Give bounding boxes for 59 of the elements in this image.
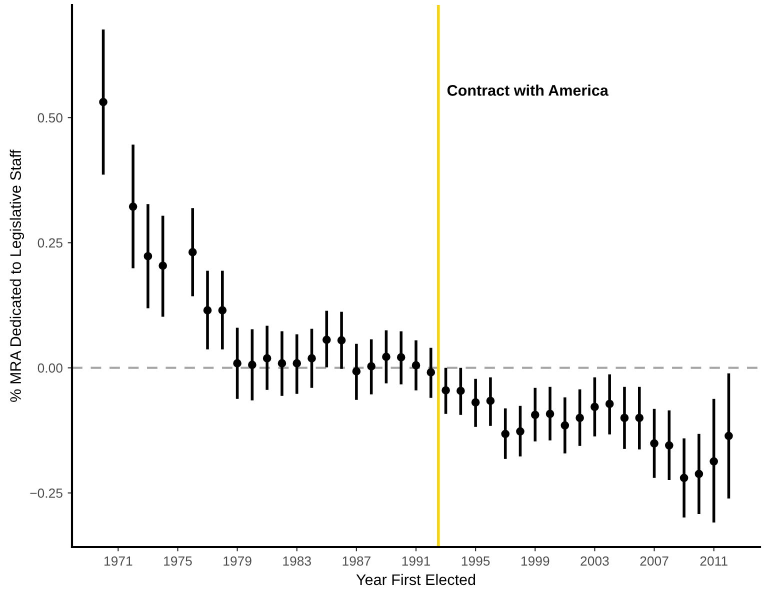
point — [396, 353, 406, 362]
y-tick-label: 0.25 — [38, 238, 62, 248]
x-tick-label: 1971 — [104, 556, 132, 566]
point — [442, 386, 450, 395]
x-tick-label: 1983 — [283, 556, 311, 566]
x-tick-label: 1987 — [342, 556, 370, 566]
point — [158, 262, 168, 270]
point — [620, 414, 629, 422]
x-tick-label: 1999 — [521, 556, 550, 566]
point — [560, 421, 570, 430]
x-tick-label: 1995 — [462, 556, 490, 566]
point — [248, 360, 256, 369]
point — [426, 368, 436, 377]
point — [308, 354, 316, 362]
point — [337, 336, 346, 344]
point — [486, 396, 495, 406]
y-tick-label: 0.50 — [38, 113, 62, 123]
x-tick-label: 1991 — [402, 556, 430, 566]
point — [292, 359, 302, 368]
x-tick-label: 2011 — [700, 556, 728, 566]
point — [233, 359, 242, 368]
point — [412, 361, 420, 370]
point — [694, 470, 704, 478]
point — [710, 457, 718, 466]
point — [516, 427, 524, 436]
point — [382, 352, 390, 361]
point — [590, 402, 599, 412]
point — [99, 98, 108, 106]
point — [352, 367, 361, 376]
point — [367, 362, 376, 370]
x-tick-label: 1975 — [164, 556, 192, 566]
point — [322, 336, 331, 344]
x-axis-title: Year First Elected — [356, 574, 476, 586]
point — [635, 414, 644, 422]
point — [262, 354, 272, 362]
point — [530, 410, 540, 420]
point — [203, 306, 212, 314]
point — [664, 441, 674, 450]
point — [680, 474, 688, 482]
point — [605, 400, 614, 408]
point — [144, 252, 152, 260]
x-tick-label: 2003 — [580, 556, 609, 566]
point — [278, 359, 286, 368]
point — [576, 414, 584, 422]
point — [188, 248, 197, 256]
point — [456, 386, 465, 396]
point — [650, 439, 658, 448]
point — [128, 202, 138, 211]
point — [471, 398, 480, 407]
point — [501, 430, 510, 438]
x-tick-label: 1979 — [224, 556, 252, 566]
y-tick-label: 0.00 — [38, 363, 62, 373]
x-tick-label: 2007 — [640, 556, 668, 566]
point — [724, 432, 733, 440]
point — [218, 306, 227, 314]
y-tick-label: −0.25 — [30, 488, 62, 498]
y-axis-title: % MRA Dedicated to Legislative Staff — [10, 150, 24, 402]
ref-line-label: Contract with America — [447, 84, 608, 96]
point — [546, 410, 554, 418]
